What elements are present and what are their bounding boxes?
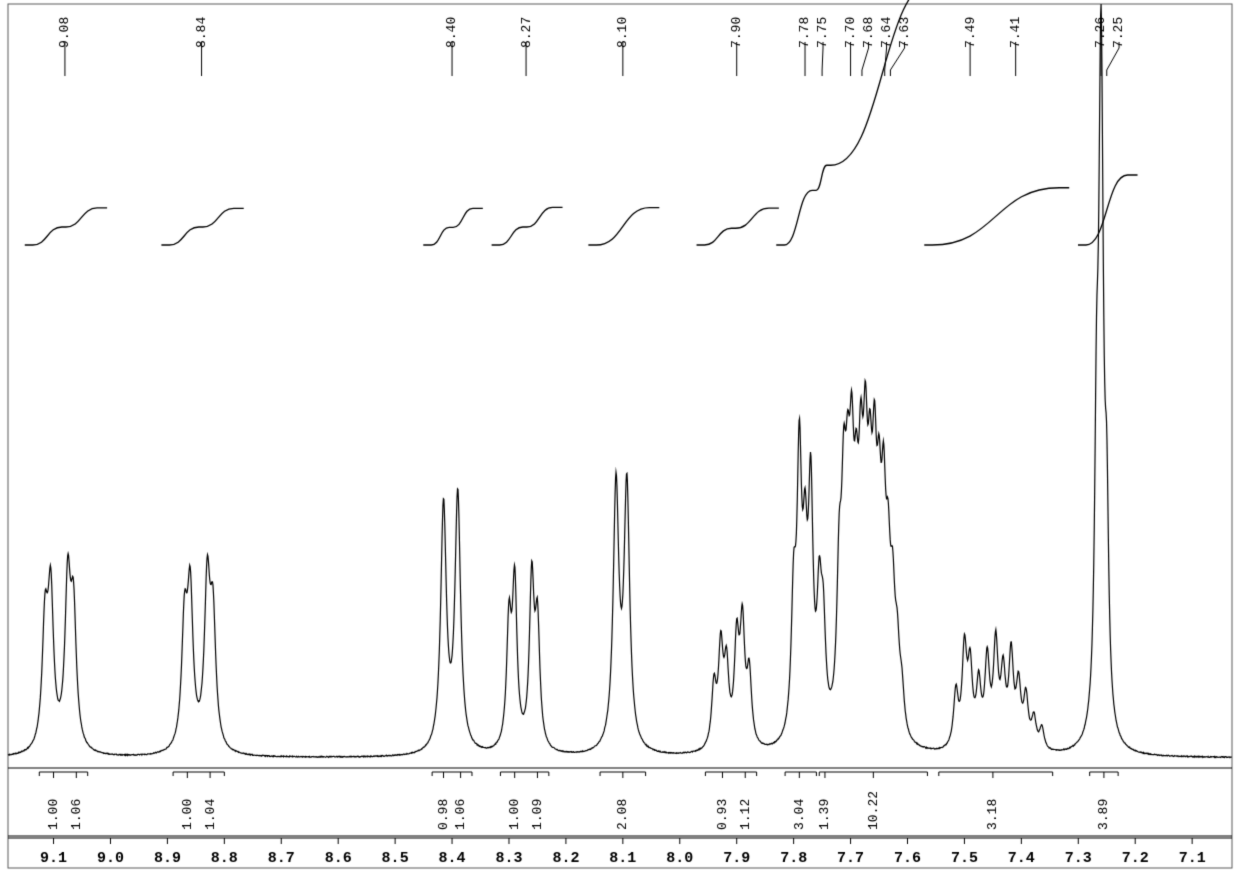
nmr-spectrum-canvas [0,0,1240,877]
